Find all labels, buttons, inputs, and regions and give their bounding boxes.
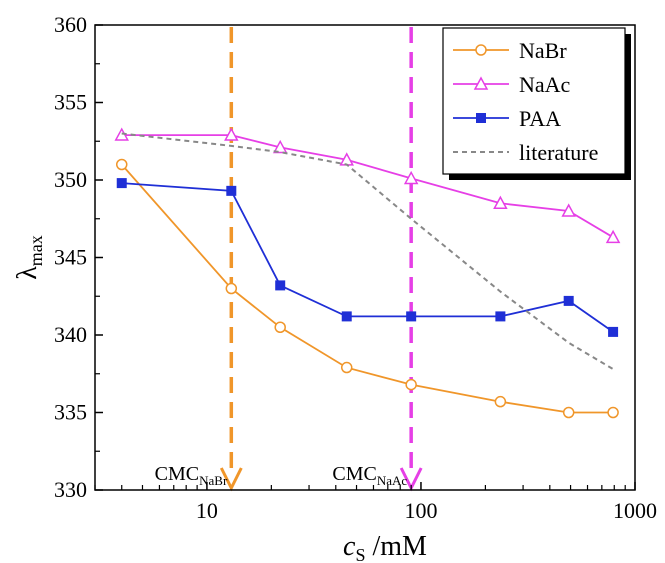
data-point — [475, 44, 487, 56]
y-axis-title-sub: max — [26, 235, 46, 266]
y-tick-label: 345 — [54, 245, 87, 270]
cmc-label-main: CMC — [155, 463, 199, 485]
data-point — [405, 378, 417, 391]
cmc-label-sub: NaAc — [377, 473, 408, 488]
series-line — [121, 182, 614, 333]
data-point — [562, 406, 575, 419]
legend-entry: NaAc — [453, 72, 571, 97]
data-point — [403, 170, 419, 185]
x-tick-label: 10 — [196, 498, 218, 523]
series-line — [121, 132, 614, 370]
x-tick-label: 100 — [404, 498, 437, 523]
cmc-label: CMCNaAc — [332, 463, 407, 488]
data-point — [226, 185, 237, 196]
cmc-label-sub: NaBr — [199, 473, 228, 488]
data-point — [607, 406, 619, 419]
data-point — [275, 280, 286, 291]
data-point — [605, 229, 621, 244]
legend-entry: literature — [453, 140, 598, 165]
data-point — [116, 178, 127, 189]
legend-entry: PAA — [453, 106, 561, 131]
data-point — [476, 113, 486, 123]
data-point — [225, 282, 238, 295]
series-literature — [121, 132, 614, 370]
legend-label: NaBr — [519, 38, 567, 63]
data-point — [341, 311, 352, 322]
x-axis-title-rest: /mM — [365, 531, 427, 562]
cmc-label-main: CMC — [332, 463, 376, 485]
legend-entry: NaBr — [453, 38, 567, 63]
legend-label: literature — [519, 140, 598, 165]
cmc-label: CMCNaBr — [155, 463, 228, 488]
y-tick-label: 350 — [54, 167, 87, 192]
y-tick-label: 355 — [54, 90, 87, 115]
data-point — [115, 158, 128, 171]
y-axis-title-main: λ — [12, 266, 43, 280]
series-line — [121, 163, 614, 414]
tick-layer: 330 335 340 345 350 355 360 10 100 1000 — [54, 12, 657, 523]
data-point — [224, 127, 239, 141]
data-point — [561, 203, 576, 217]
data-point — [340, 361, 353, 374]
y-tick-label: 340 — [54, 322, 87, 347]
x-tick-label: 1000 — [613, 498, 657, 523]
legend-label: PAA — [519, 106, 561, 131]
series-paa — [116, 178, 619, 337]
y-axis-title: λmax — [12, 235, 46, 280]
data-point — [563, 295, 574, 306]
data-point — [473, 76, 489, 90]
data-point — [274, 321, 286, 333]
legend-label: NaAc — [519, 72, 571, 97]
y-tick-label: 335 — [54, 400, 87, 425]
series-layer — [114, 127, 621, 419]
x-axis-title: cS /mM — [343, 531, 427, 563]
data-point — [495, 311, 506, 322]
x-axis-title-main: c — [343, 531, 356, 562]
series-line — [121, 134, 614, 239]
y-tick-label: 330 — [54, 477, 87, 502]
legend-layer: NaBr NaAc PAA literature — [442, 27, 631, 180]
series-naac — [114, 127, 621, 244]
y-tick-label: 360 — [54, 12, 87, 37]
legend-box — [442, 27, 626, 175]
data-point — [272, 139, 288, 154]
data-point — [406, 311, 417, 322]
cmc-marker-arrowhead — [219, 467, 243, 492]
data-point — [608, 326, 619, 337]
series-nabr — [115, 158, 619, 419]
x-axis-title-sub: S — [355, 545, 365, 563]
data-point — [494, 395, 507, 408]
annotation-layer: CMCNaBr CMCNaAc — [155, 27, 423, 492]
data-point — [493, 195, 508, 209]
